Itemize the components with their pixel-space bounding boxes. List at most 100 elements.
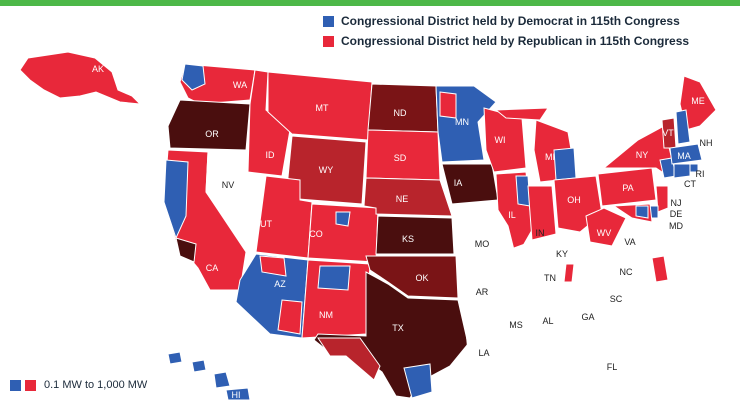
label-WV: WV: [597, 228, 612, 238]
scale-legend: 0.1 MW to 1,000 MW: [10, 379, 147, 391]
state-MT: MT: [267, 71, 373, 141]
state-PA: PA: [597, 167, 657, 207]
label-SD: SD: [394, 153, 407, 163]
label-OK: OK: [415, 273, 428, 283]
republican-legend-label: Congressional District held by Republica…: [341, 34, 690, 48]
label-NY: NY: [636, 150, 649, 160]
label-UT: UT: [260, 219, 272, 229]
state-NM: NM: [301, 259, 371, 339]
state-NH: NH: [675, 109, 713, 148]
state-GA: GA: [563, 285, 617, 345]
label-NH: NH: [700, 138, 713, 148]
us-map: AK WA OR CA NV ID MT WY UT: [19, 51, 717, 400]
state-OR: OR: [167, 99, 251, 151]
label-GA: GA: [581, 312, 594, 322]
state-OK: OK: [365, 255, 459, 299]
state-MD: MD: [612, 203, 683, 231]
label-IN: IN: [536, 228, 545, 238]
legend-item-republican: Congressional District held by Republica…: [323, 32, 689, 50]
label-NJ: NJ: [671, 198, 682, 208]
state-IA: IA: [441, 163, 499, 205]
label-MN: MN: [455, 117, 469, 127]
state-ME: ME: [679, 75, 717, 131]
label-TX: TX: [392, 323, 404, 333]
state-RI: RI: [689, 163, 705, 179]
state-AL: AL: [533, 289, 573, 345]
label-RI: RI: [696, 169, 705, 179]
state-AZ: AZ: [235, 253, 309, 339]
label-KS: KS: [402, 234, 414, 244]
state-AK: AK: [19, 51, 142, 105]
democrat-legend-label: Congressional District held by Democrat …: [341, 14, 680, 28]
label-OR: OR: [205, 129, 219, 139]
label-NM: NM: [319, 310, 333, 320]
label-KY: KY: [556, 249, 568, 259]
state-KS: KS: [375, 215, 455, 255]
label-WY: WY: [319, 165, 334, 175]
label-TN: TN: [544, 273, 556, 283]
legend-item-democrat: Congressional District held by Democrat …: [323, 12, 689, 30]
label-VT: VT: [662, 128, 674, 138]
label-OH: OH: [567, 195, 581, 205]
label-MS: MS: [509, 320, 523, 330]
scale-range-label: 0.1 MW to 1,000 MW: [44, 379, 148, 391]
label-CO: CO: [309, 229, 323, 239]
state-MS: MS: [505, 291, 533, 351]
state-UT: UT: [255, 175, 313, 259]
label-CA: CA: [206, 263, 219, 273]
state-NJ: NJ: [655, 185, 682, 213]
label-AK: AK: [92, 64, 104, 74]
label-WA: WA: [233, 80, 247, 90]
label-NV: NV: [222, 180, 235, 190]
label-CT: CT: [684, 179, 696, 189]
label-HI: HI: [232, 390, 241, 400]
label-LA: LA: [478, 348, 489, 358]
state-SD: SD: [365, 129, 441, 181]
label-MD: MD: [669, 221, 683, 231]
state-MO: MO: [451, 203, 513, 263]
label-FL: FL: [607, 362, 618, 372]
label-DE: DE: [670, 209, 683, 219]
state-MN: MN: [435, 85, 497, 163]
state-MA: MA: [669, 143, 703, 165]
state-CT: CT: [673, 163, 696, 189]
state-WA: WA: [179, 63, 256, 105]
label-AR: AR: [476, 287, 489, 297]
scale-blue-swatch: [10, 379, 21, 391]
label-PA: PA: [622, 183, 633, 193]
state-FL: FL: [539, 345, 637, 400]
label-ID: ID: [266, 150, 276, 160]
republican-swatch: [323, 35, 334, 47]
label-IL: IL: [508, 210, 516, 220]
state-TX: TX: [313, 271, 469, 399]
state-AR: AR: [457, 261, 509, 309]
state-VA: VA: [599, 221, 661, 263]
state-ND: ND: [367, 83, 439, 133]
label-NE: NE: [396, 194, 409, 204]
header-accent-bar: [0, 0, 740, 6]
state-WY: WY: [285, 135, 367, 205]
state-VT: VT: [661, 117, 677, 149]
democrat-swatch: [323, 15, 334, 27]
party-legend: Congressional District held by Democrat …: [323, 12, 689, 52]
label-MA: MA: [677, 151, 691, 161]
state-CO: CO: [307, 203, 379, 263]
label-WI: WI: [495, 135, 506, 145]
label-VA: VA: [624, 237, 635, 247]
state-NE: NE: [363, 177, 453, 217]
state-NC: NC: [595, 255, 669, 289]
label-AL: AL: [542, 316, 553, 326]
label-IA: IA: [454, 178, 463, 188]
label-AZ: AZ: [274, 279, 286, 289]
scale-red-swatch: [25, 379, 36, 391]
state-HI: HI: [167, 351, 251, 400]
label-NC: NC: [620, 267, 633, 277]
state-IN: IN: [527, 185, 557, 241]
label-MI: MI: [545, 152, 555, 162]
state-LA: LA: [463, 309, 511, 358]
state-WV: WV: [585, 207, 627, 247]
label-MT: MT: [316, 103, 329, 113]
label-ND: ND: [394, 108, 407, 118]
state-TN: TN: [505, 263, 611, 293]
label-SC: SC: [610, 294, 623, 304]
